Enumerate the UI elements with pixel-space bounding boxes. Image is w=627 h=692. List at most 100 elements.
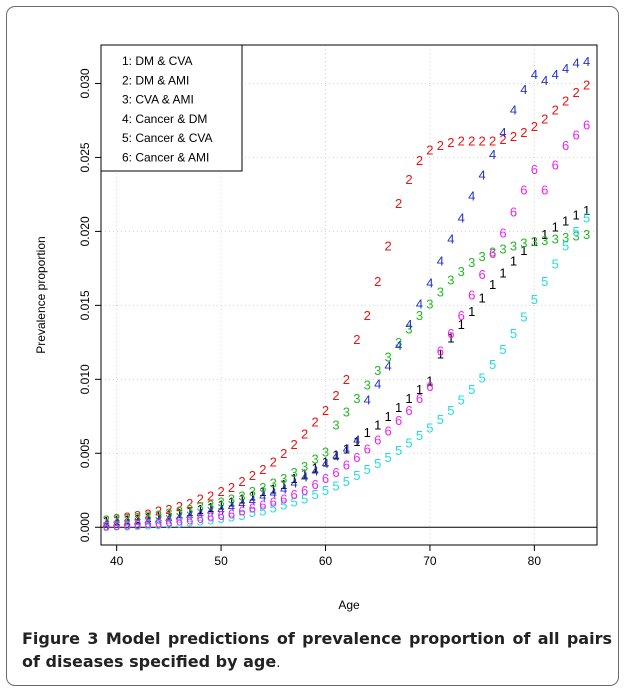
series-6: 6 6 6 6 6 6 6 6 6 6 6 6 6 6 6 6 6 6 6 6 6 6 6 6 6666666666666666…	[103, 117, 591, 533]
point-series-2: 2	[249, 468, 256, 483]
point-series-1: 1	[228, 495, 235, 510]
point-series-3: 3	[489, 245, 496, 260]
point-series-4: 4	[479, 168, 486, 183]
point-series-3: 3	[437, 285, 444, 300]
point-series-6: 6	[531, 162, 538, 177]
point-series-6: 6	[270, 495, 277, 510]
point-series-3: 3	[176, 503, 183, 518]
point-series-2: 2	[426, 143, 433, 158]
point-series-6: 6	[468, 288, 475, 303]
point-series-3: 3	[447, 273, 454, 288]
point-series-4: 4	[176, 510, 183, 525]
legend-box	[100, 44, 243, 172]
point-series-1: 1	[322, 455, 329, 470]
x-axis: 40 50 60 70 80	[110, 544, 541, 568]
point-series-1: 1	[499, 265, 506, 280]
point-series-5: 5	[311, 487, 318, 502]
point-series-2: 2	[217, 484, 224, 499]
point-series-3: 3	[197, 499, 204, 514]
point-series-5: 5	[238, 508, 245, 523]
point-series-6: 6	[207, 509, 214, 524]
point-series-3: 3	[405, 322, 412, 337]
point-series-5: 5	[437, 412, 444, 427]
point-series-4: 4	[270, 486, 277, 501]
point-series-4: 4	[144, 514, 151, 529]
point-series-1: 1	[280, 477, 287, 492]
point-series-5: 5	[489, 357, 496, 372]
point-series-4: 4	[291, 475, 298, 490]
point-series-2: 2	[291, 437, 298, 452]
point-series-4: 4	[520, 82, 527, 97]
point-series-6: 6	[197, 511, 204, 526]
point-series-3: 3	[165, 506, 172, 521]
point-series-2: 2	[572, 85, 579, 100]
point-series-2: 2	[343, 372, 350, 387]
point-series-4: 4	[322, 456, 329, 471]
point-series-4: 4	[531, 67, 538, 82]
point-series-3: 3	[249, 484, 256, 499]
point-series-6: 6	[479, 267, 486, 282]
point-series-2: 2	[259, 462, 266, 477]
point-series-1: 1	[207, 500, 214, 515]
point-series-3: 3	[144, 509, 151, 524]
point-series-2: 2	[332, 388, 339, 403]
point-series-5: 5	[552, 256, 559, 271]
point-series-5: 5	[259, 503, 266, 518]
point-series-1: 1	[374, 418, 381, 433]
point-series-5: 5	[343, 474, 350, 489]
point-series-4: 4	[332, 449, 339, 464]
x-axis-label: Age	[338, 598, 360, 612]
point-series-6: 6	[311, 477, 318, 492]
point-series-3: 3	[134, 510, 141, 525]
point-series-4: 4	[123, 515, 130, 530]
point-series-6: 6	[572, 128, 579, 143]
point-series-2: 2	[322, 403, 329, 418]
point-series-2: 2	[364, 308, 371, 323]
point-series-2: 2	[416, 153, 423, 168]
point-series-5: 5	[562, 239, 569, 254]
point-series-1: 1	[364, 425, 371, 440]
point-series-1: 1	[583, 203, 590, 218]
point-series-6: 6	[437, 344, 444, 359]
point-series-4: 4	[405, 317, 412, 332]
point-series-6: 6	[583, 117, 590, 132]
point-series-1: 1	[197, 502, 204, 517]
point-series-2: 2	[228, 480, 235, 495]
point-series-6: 6	[385, 424, 392, 439]
point-series-3: 3	[217, 495, 224, 510]
legend-entry: 5: Cancer & CVA	[122, 131, 212, 145]
point-series-1: 1	[343, 441, 350, 456]
point-series-2: 2	[374, 274, 381, 289]
point-series-6: 6	[458, 308, 465, 323]
point-series-3: 3	[510, 239, 517, 254]
legend: 1: DM & CVA 2: DM & AMI 3: CVA & AMI 4: Can…	[100, 44, 243, 172]
point-series-5: 5	[520, 310, 527, 325]
point-series-5: 5	[103, 519, 110, 534]
point-series-2: 2	[531, 119, 538, 134]
point-series-3: 3	[238, 489, 245, 504]
point-series-2: 2	[123, 509, 130, 524]
point-series-4: 4	[562, 61, 569, 76]
point-series-2: 2	[165, 502, 172, 517]
y-tick-label: 0.020	[78, 216, 92, 246]
point-series-3: 3	[280, 471, 287, 486]
x-tick-label: 60	[319, 554, 333, 568]
point-series-4: 4	[499, 125, 506, 140]
point-series-3: 3	[186, 502, 193, 517]
point-series-5: 5	[510, 326, 517, 341]
y-tick-label: 0.000	[78, 512, 92, 542]
point-series-1: 1	[458, 317, 465, 332]
point-series-4: 4	[197, 506, 204, 521]
point-series-5: 5	[322, 483, 329, 498]
point-series-3: 3	[103, 512, 110, 527]
point-series-4: 4	[583, 54, 590, 69]
legend-entry: 1: DM & CVA	[122, 54, 192, 68]
point-series-4: 4	[437, 253, 444, 268]
point-series-1: 1	[291, 471, 298, 486]
point-series-1: 1	[510, 253, 517, 268]
point-series-1: 1	[531, 234, 538, 249]
point-series-5: 5	[270, 501, 277, 516]
point-series-6: 6	[447, 326, 454, 341]
point-series-6: 6	[374, 432, 381, 447]
